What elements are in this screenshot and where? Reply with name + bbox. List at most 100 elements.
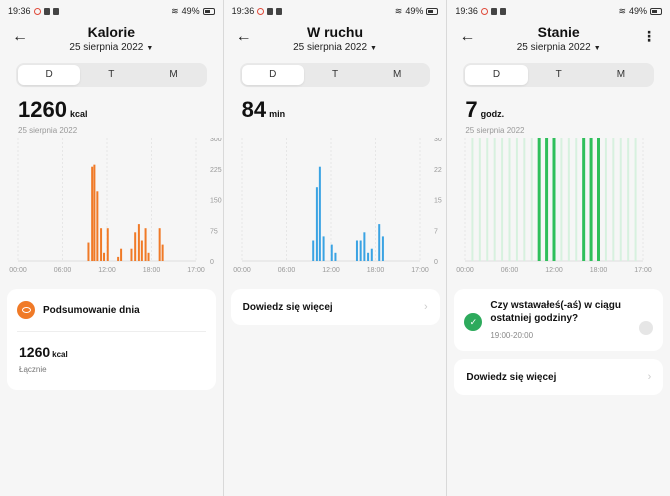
status-time: 19:36 bbox=[8, 6, 31, 16]
screen-stanie: 19:36 ≋ 49% ← ⋮ Stanie 25 sierpnia 2022 ▼ … bbox=[447, 0, 670, 496]
battery-icon bbox=[202, 7, 215, 15]
summary-total: 1260 kcal Łącznie bbox=[7, 332, 216, 386]
date-selector[interactable]: 25 sierpnia 2022 ▼ bbox=[0, 42, 223, 53]
stand-hour-bar bbox=[538, 138, 542, 261]
answer-toggle[interactable] bbox=[639, 321, 654, 335]
chevron-right-icon: › bbox=[424, 301, 428, 313]
chart-bar bbox=[130, 248, 133, 261]
stand-hour-bar bbox=[508, 138, 511, 261]
x-tick-label: 06:00 bbox=[277, 267, 295, 274]
chart-bar bbox=[370, 248, 373, 261]
learn-more-label: Dowiedz się więcej bbox=[466, 371, 557, 383]
stand-hour-bar bbox=[612, 138, 615, 261]
y-tick-label: 150 bbox=[210, 198, 222, 205]
summary-unit: kcal bbox=[52, 350, 68, 359]
learn-more-card[interactable]: Dowiedz się więcej › bbox=[230, 289, 440, 325]
y-tick-label: 0 bbox=[210, 259, 214, 266]
standing-hours-chart: 00:00 06:00 12:00 18:00 17:00 bbox=[457, 138, 653, 274]
more-options-icon[interactable]: ⋮ bbox=[642, 28, 657, 44]
y-tick-label: 0 bbox=[434, 259, 438, 266]
summary-header: Podsumowanie dnia bbox=[7, 289, 216, 331]
stand-hour-bar bbox=[479, 138, 482, 261]
stand-hour-bar bbox=[471, 138, 474, 261]
calorie-bar-chart: 00:00 06:00 12:00 18:00 17:00 300 225 150 75 0 bbox=[9, 138, 222, 274]
x-tick-label: 06:00 bbox=[54, 267, 72, 274]
caret-down-icon: ▼ bbox=[146, 45, 154, 52]
tab-week[interactable]: T bbox=[555, 69, 562, 80]
metric-value: 1260 bbox=[18, 97, 67, 122]
stand-hour-bar bbox=[634, 138, 637, 261]
x-tick-label: 17:00 bbox=[635, 267, 653, 274]
chevron-right-icon: › bbox=[647, 371, 652, 383]
x-tick-label: 17:00 bbox=[411, 267, 429, 274]
question-text: Czy wstawałeś(-aś) w ciągu ostatniej god… bbox=[490, 300, 621, 324]
notification-icon bbox=[33, 7, 41, 15]
chart-bar bbox=[117, 256, 120, 261]
stand-hour-bar bbox=[531, 138, 534, 261]
x-tick-label: 06:00 bbox=[501, 267, 519, 274]
wifi-icon: ≋ bbox=[618, 5, 626, 16]
tab-month[interactable]: M bbox=[616, 69, 626, 80]
header: ← Kalorie 25 sierpnia 2022 ▼ bbox=[0, 22, 223, 58]
chart-bar bbox=[322, 236, 325, 261]
stand-question-card[interactable]: ✓ Czy wstawałeś(-aś) w ciągu ostatniej g… bbox=[454, 289, 664, 351]
stand-hour-bar bbox=[627, 138, 630, 261]
period-tabs: D T M bbox=[239, 63, 431, 87]
tab-month[interactable]: M bbox=[169, 69, 178, 80]
date-selector[interactable]: 25 sierpnia 2022 ▼ bbox=[224, 42, 447, 53]
chart-bar bbox=[366, 252, 369, 261]
page-title: Stanie bbox=[537, 24, 580, 40]
wifi-icon: ≋ bbox=[394, 5, 403, 16]
metric-date: 25 sierpnia 2022 bbox=[18, 126, 78, 135]
chart-bar bbox=[103, 252, 106, 261]
back-arrow-icon[interactable]: ← bbox=[235, 28, 252, 45]
chart-bar bbox=[120, 248, 123, 261]
metric-value: 84 bbox=[241, 97, 267, 122]
date-selector[interactable]: 25 sierpnia 2022 ▼ bbox=[447, 42, 670, 53]
metric-total: 84 min bbox=[242, 97, 447, 123]
chart-bar bbox=[377, 224, 380, 261]
summary-card[interactable]: Podsumowanie dnia 1260 kcal Łącznie bbox=[7, 289, 216, 390]
status-time: 19:36 bbox=[455, 6, 478, 16]
back-arrow-icon[interactable]: ← bbox=[459, 28, 476, 45]
question-time: 19:00-20:00 bbox=[490, 331, 534, 340]
x-tick-label: 12:00 bbox=[98, 267, 116, 274]
stand-hour-bar bbox=[516, 138, 519, 261]
tab-day[interactable]: D bbox=[241, 65, 304, 85]
y-tick-label: 225 bbox=[210, 167, 222, 174]
stand-hour-bar bbox=[494, 138, 497, 261]
x-tick-label: 18:00 bbox=[590, 267, 608, 274]
chart-bar bbox=[334, 252, 337, 261]
summary-label: Łącznie bbox=[19, 365, 47, 374]
page-title: Kalorie bbox=[87, 24, 136, 40]
stand-hour-bar bbox=[501, 138, 504, 261]
back-arrow-icon[interactable]: ← bbox=[12, 28, 28, 45]
stand-hour-bar bbox=[620, 138, 623, 261]
metric-value: 7 bbox=[465, 97, 478, 122]
date-label: 25 sierpnia 2022 bbox=[293, 42, 368, 53]
tab-day[interactable]: D bbox=[18, 65, 81, 85]
app-icon bbox=[490, 7, 497, 15]
metric-date: 25 sierpnia 2022 bbox=[465, 126, 525, 135]
stand-hour-bar bbox=[582, 138, 586, 261]
tab-month[interactable]: M bbox=[393, 69, 402, 80]
stand-hour-bar bbox=[605, 138, 608, 261]
stand-hour-bar bbox=[560, 138, 563, 261]
learn-more-card[interactable]: Dowiedz się więcej › bbox=[454, 359, 664, 395]
battery-icon bbox=[426, 7, 439, 15]
status-bar: 19:36 ≋ 49% bbox=[447, 0, 670, 22]
tab-week[interactable]: T bbox=[108, 69, 115, 80]
tab-day[interactable]: D bbox=[465, 65, 528, 85]
stand-hour-bar bbox=[552, 138, 556, 261]
chart-bar bbox=[140, 240, 143, 261]
date-label: 25 sierpnia 2022 bbox=[516, 42, 591, 53]
tab-week[interactable]: T bbox=[331, 69, 339, 80]
x-tick-label: 00:00 bbox=[233, 267, 251, 274]
app-icon bbox=[499, 7, 506, 15]
wifi-icon: ≋ bbox=[171, 5, 179, 16]
chart-bar bbox=[363, 232, 366, 261]
caret-down-icon: ▼ bbox=[370, 45, 377, 52]
chart-bar bbox=[161, 244, 164, 261]
chart-bar bbox=[134, 232, 137, 261]
summary-value: 1260 bbox=[19, 344, 51, 360]
